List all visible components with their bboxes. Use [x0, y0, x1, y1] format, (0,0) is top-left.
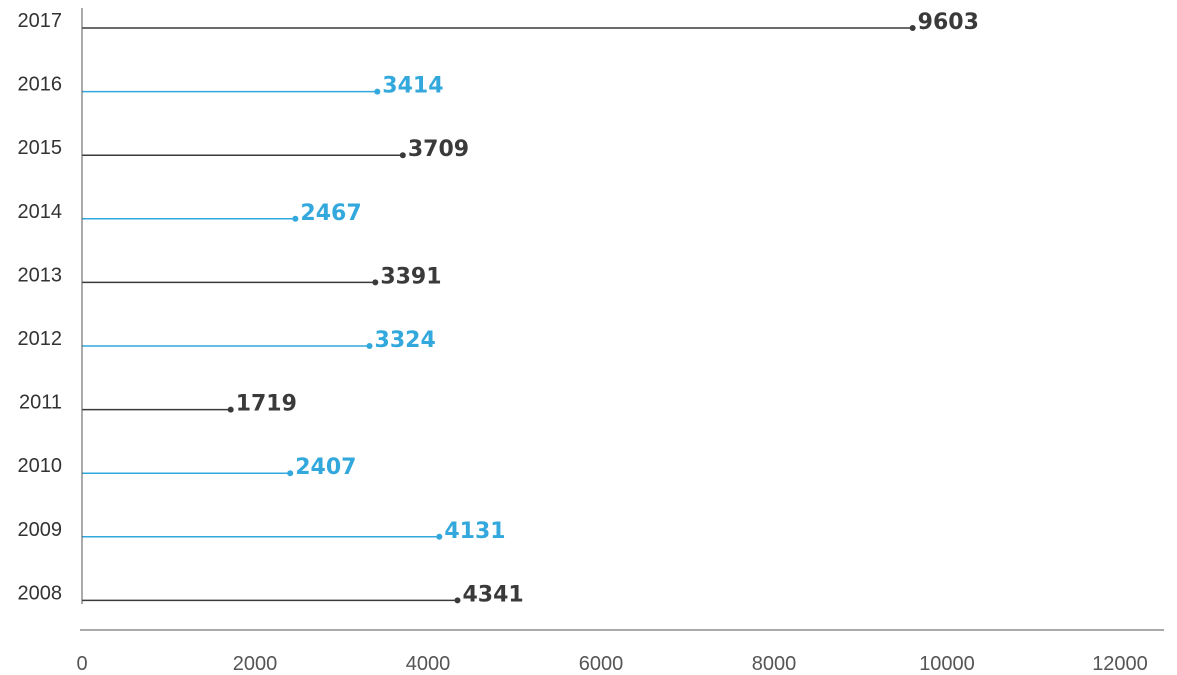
x-tick-label: 8000: [752, 653, 797, 675]
chart-marks: 9603 3414 3709 2467 3391 3324 1719 2407 4131 4341: [82, 10, 979, 607]
category-label: 2011: [19, 392, 62, 414]
bar-2008: 4341: [82, 582, 524, 607]
category-label: 2014: [18, 201, 63, 223]
x-tick-label: 0: [76, 653, 87, 675]
bar-2009: 4131: [82, 519, 506, 544]
data-label: 3391: [380, 264, 441, 289]
bar-end-dot: [287, 470, 294, 477]
bar-2010: 2407: [82, 455, 356, 480]
data-label: 1719: [236, 392, 297, 417]
data-label: 3709: [408, 137, 469, 162]
data-label: 3414: [382, 74, 443, 99]
category-labels: 2017 2016 2015 2014 2013 2012 2011 2010 2009 2008: [18, 10, 63, 604]
data-label: 9603: [918, 10, 979, 35]
bar-end-dot: [372, 279, 379, 286]
bar-end-dot: [292, 215, 299, 222]
x-tick-label: 12000: [1092, 653, 1148, 675]
data-label: 2467: [300, 201, 361, 226]
category-label: 2008: [18, 582, 63, 604]
category-label: 2016: [18, 74, 63, 96]
category-label: 2010: [18, 455, 63, 477]
category-label: 2009: [18, 519, 63, 541]
bar-2017: 9603: [82, 10, 979, 35]
data-label: 4131: [444, 519, 505, 544]
bar-2015: 3709: [82, 137, 469, 162]
bar-2012: 3324: [82, 328, 436, 353]
x-tick-label: 6000: [579, 653, 624, 675]
bar-end-dot: [227, 406, 234, 413]
category-label: 2013: [18, 264, 63, 286]
data-label: 3324: [375, 328, 436, 353]
bar-2011: 1719: [82, 392, 297, 417]
bar-end-dot: [366, 343, 373, 349]
bar-end-dot: [374, 88, 381, 95]
x-tick-labels: 0 2000 4000 6000 8000 10000 12000: [76, 653, 1147, 675]
category-label: 2015: [18, 137, 63, 159]
bar-end-dot: [454, 597, 461, 604]
bar-2016: 3414: [82, 74, 444, 99]
data-label: 4341: [462, 582, 523, 607]
category-label: 2017: [18, 10, 63, 32]
bar-end-dot: [909, 25, 916, 31]
x-tick-label: 4000: [406, 653, 451, 675]
x-tick-label: 10000: [919, 653, 975, 675]
bar-end-dot: [399, 152, 406, 159]
bar-2014: 2467: [82, 201, 362, 226]
bar-end-dot: [436, 533, 443, 540]
data-label: 2407: [295, 455, 356, 480]
bar-2013: 3391: [82, 264, 442, 289]
x-tick-label: 2000: [233, 653, 278, 675]
category-label: 2012: [18, 328, 63, 350]
